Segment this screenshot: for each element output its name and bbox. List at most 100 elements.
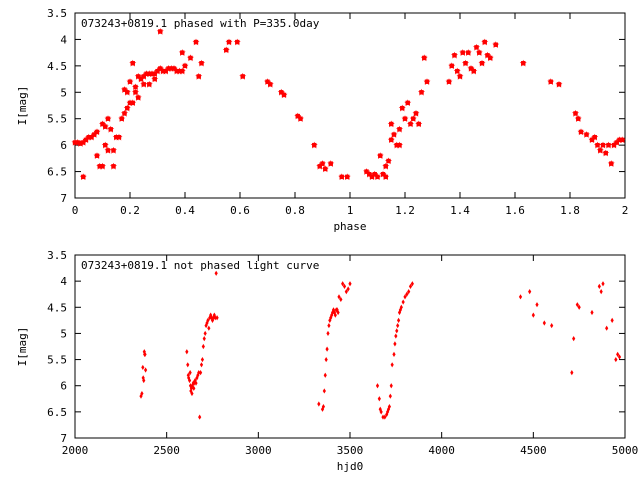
y-tick-label: 6 xyxy=(60,380,67,393)
data-point xyxy=(401,115,409,123)
y-tick-label: 5.5 xyxy=(47,354,67,367)
data-point xyxy=(187,54,194,62)
data-point xyxy=(93,152,101,160)
data-point xyxy=(395,328,399,334)
y-tick-label: 4 xyxy=(60,275,67,288)
x-tick-label: 2500 xyxy=(153,444,180,457)
data-point xyxy=(104,146,112,154)
y-tick-label: 6 xyxy=(60,139,67,152)
data-point xyxy=(492,41,500,49)
y-tick-label: 4.5 xyxy=(47,301,67,314)
data-point xyxy=(233,38,241,46)
data-point xyxy=(390,362,394,368)
y-tick-label: 3.5 xyxy=(47,7,67,20)
data-point xyxy=(555,80,563,88)
y-tick-label: 7 xyxy=(60,432,67,445)
data-point xyxy=(597,283,601,289)
data-point xyxy=(572,109,579,117)
chart-panel-1: 0 0.2 0.4 0.6 0.8 1 1.2 1.4 1.6 1.8 2 3.5 4 4.5 5 5.5 6 6… xyxy=(16,7,628,233)
data-point xyxy=(201,343,205,350)
data-point xyxy=(348,281,352,287)
data-point xyxy=(387,136,395,144)
data-point xyxy=(451,51,458,59)
data-point xyxy=(570,370,574,376)
y-axis-label: I[mag] xyxy=(16,86,29,126)
data-point xyxy=(599,289,603,295)
data-point xyxy=(542,320,546,326)
data-point xyxy=(121,109,128,117)
x-tick-label: 3000 xyxy=(245,444,272,457)
x-tick-label: 2000 xyxy=(62,444,89,457)
data-point xyxy=(317,401,321,407)
chart-panel-2: 2000 2500 3000 3500 4000 4500 5000 3.5 4 4.5 5 5.5 6… xyxy=(16,249,638,473)
x-tick-label: 0.6 xyxy=(230,204,250,217)
data-series xyxy=(139,270,622,420)
data-point xyxy=(192,38,200,46)
data-point xyxy=(601,281,605,287)
data-point xyxy=(327,160,335,167)
data-point xyxy=(594,141,601,149)
y-axis-label: I[mag] xyxy=(16,327,29,367)
y-tick-label: 4 xyxy=(60,33,67,46)
data-point xyxy=(134,94,142,101)
data-point xyxy=(392,351,396,357)
data-point xyxy=(481,38,489,46)
data-point xyxy=(178,49,186,56)
data-point xyxy=(199,362,204,368)
data-point xyxy=(203,330,207,337)
data-point xyxy=(445,78,453,86)
data-point xyxy=(396,317,401,323)
data-point xyxy=(79,173,87,181)
data-point xyxy=(323,372,327,378)
data-point xyxy=(181,62,189,70)
data-point xyxy=(186,362,190,368)
data-point xyxy=(310,141,318,149)
data-point xyxy=(198,414,202,420)
data-point xyxy=(605,325,609,331)
y-tick-label: 4.5 xyxy=(47,60,67,73)
data-point xyxy=(518,294,523,300)
chart-title: 073243+0819.1 not phased light curve xyxy=(81,259,319,272)
data-point xyxy=(322,388,326,394)
data-point xyxy=(104,115,112,123)
data-point xyxy=(596,146,604,154)
data-point xyxy=(574,115,582,123)
data-point xyxy=(475,49,483,56)
data-point xyxy=(338,173,346,181)
y-tick-label: 7 xyxy=(60,192,67,205)
data-point xyxy=(423,78,431,86)
data-point xyxy=(123,104,131,112)
x-tick-label: 1 xyxy=(347,204,354,217)
data-point xyxy=(145,80,153,88)
data-point xyxy=(215,315,219,321)
x-tick-label: 0.4 xyxy=(175,204,195,217)
data-point xyxy=(393,341,397,347)
data-point xyxy=(599,141,607,149)
data-point xyxy=(478,59,486,67)
data-point xyxy=(207,325,211,331)
data-point xyxy=(110,162,117,170)
x-tick-label: 0.2 xyxy=(120,204,140,217)
data-point xyxy=(389,383,393,389)
data-point xyxy=(185,349,189,355)
data-point xyxy=(547,78,555,86)
data-point xyxy=(198,59,205,67)
data-point xyxy=(404,99,412,107)
data-point xyxy=(409,115,417,123)
data-point xyxy=(118,115,126,123)
data-point xyxy=(607,160,615,167)
x-tick-label: 1.8 xyxy=(560,204,580,217)
x-tick-label: 1.6 xyxy=(505,204,525,217)
data-point xyxy=(239,72,247,80)
x-axis-label: phase xyxy=(333,220,366,233)
data-point xyxy=(151,75,159,83)
data-point xyxy=(401,299,405,305)
y-tick-label: 5 xyxy=(60,327,67,340)
data-series xyxy=(71,28,626,181)
data-point xyxy=(396,322,400,329)
data-point xyxy=(324,356,328,363)
data-point xyxy=(132,88,139,96)
data-point xyxy=(325,346,329,352)
data-point xyxy=(464,49,472,56)
